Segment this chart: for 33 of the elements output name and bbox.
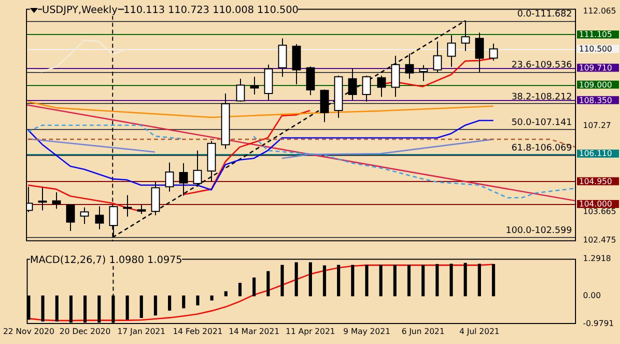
ref-line-label: 109.710 [579, 63, 612, 72]
annotation: 100.0-102.599 [506, 226, 572, 236]
x-tick-label: 9 May 2021 [343, 326, 390, 336]
x-tick-label: 11 Apr 2021 [286, 326, 336, 336]
x-tick-label: 22 Nov 2020 [3, 326, 54, 336]
y-tick-label: 102.475 [583, 235, 616, 244]
ref-line-label: 108.350 [579, 96, 612, 105]
x-tick-label: 14 Mar 2021 [228, 326, 280, 336]
y-tick-label: 103.665 [583, 207, 616, 216]
y-tick-label: -0.9791 [583, 319, 614, 328]
ref-line-label: 106.110 [579, 149, 612, 158]
y-tick-label: 107.27 [583, 121, 611, 130]
y-tick-label: 0.00 [583, 290, 601, 300]
y-tick-label: 112.065 [583, 6, 616, 16]
chart-title: USDJPY,Weekly [42, 5, 118, 16]
chart-title: MACD(12,26,7) 1.0980 1.0975 [30, 255, 182, 266]
annotation: 61.8-106.069 [511, 143, 572, 154]
chart-subtitle: 110.113 110.723 110.008 110.500 [124, 5, 298, 16]
annotation: 0.0-111.682 [517, 10, 572, 20]
ref-line-label: 109.000 [579, 80, 612, 90]
ref-line-label: 111.105 [579, 30, 612, 40]
x-tick-label: 17 Jan 2021 [117, 326, 166, 336]
annotation: 23.6-109.536 [511, 60, 572, 71]
ref-line-label: 104.950 [579, 176, 612, 186]
x-tick-label: 6 Jun 2021 [402, 326, 445, 336]
ref-line-label: 110.500 [579, 44, 612, 54]
annotation: 38.2-108.212 [511, 92, 572, 102]
ref-line-label: 104.000 [579, 200, 612, 209]
x-tick-label: 14 Feb 2021 [172, 326, 223, 336]
x-tick-label: 20 Dec 2020 [60, 326, 111, 336]
annotation: 50.0-107.141 [511, 118, 572, 128]
x-tick-label: 4 Jul 2021 [459, 326, 500, 336]
y-tick-label: 1.2918 [583, 254, 611, 263]
